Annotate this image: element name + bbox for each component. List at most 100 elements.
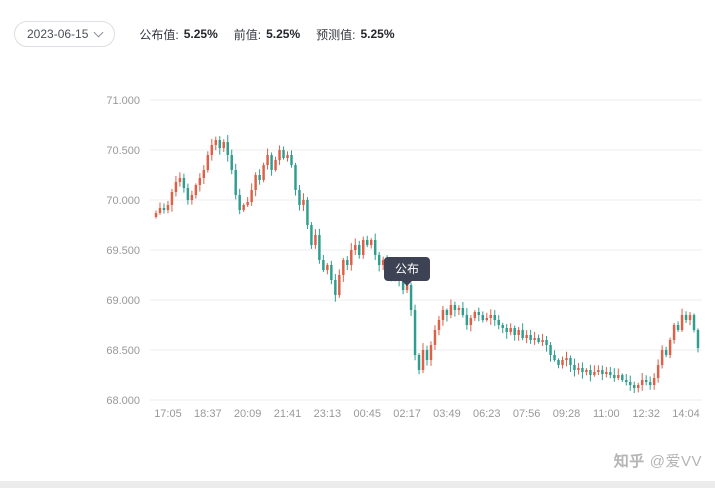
candle-body	[541, 340, 544, 342]
stats-row: 公布值: 5.25% 前值: 5.25% 预测值: 5.25%	[139, 26, 394, 43]
candle-body	[497, 320, 500, 325]
candle-body	[218, 140, 222, 148]
x-axis-label: 20:09	[234, 408, 262, 420]
candle-body	[629, 382, 632, 385]
candle-body	[501, 325, 504, 328]
stat-value: 5.25%	[360, 27, 395, 41]
x-axis-label: 21:41	[274, 408, 302, 420]
candle-body	[186, 188, 190, 200]
candle-body	[632, 385, 636, 388]
candle-body	[226, 142, 229, 155]
watermark: 知乎 @爱VV	[614, 450, 702, 471]
candle-body	[621, 375, 624, 380]
candle-body	[425, 350, 429, 360]
candle-body	[338, 275, 341, 295]
chevron-down-icon	[93, 27, 104, 38]
y-axis-label: 70.500	[106, 145, 140, 157]
candle-body	[597, 370, 600, 372]
candle-body	[517, 330, 520, 335]
candle-body	[242, 205, 245, 210]
candle-body	[644, 380, 648, 382]
candle-body	[581, 368, 584, 372]
x-axis-label: 18:37	[194, 408, 222, 420]
candle-body	[409, 285, 413, 310]
candle-body	[154, 213, 158, 217]
candle-body	[170, 192, 174, 205]
date-picker-value: 2023-06-15	[27, 27, 89, 41]
candle-body	[485, 318, 489, 320]
candle-body	[625, 380, 628, 382]
stat-label: 公布值:	[139, 27, 179, 42]
candle-body	[648, 382, 652, 385]
candle-body	[521, 330, 524, 338]
candle-body	[190, 195, 194, 200]
candle-body	[437, 320, 441, 330]
candle-body	[214, 140, 218, 145]
candle-body	[358, 245, 361, 255]
x-axis-label: 09:28	[553, 408, 581, 420]
candle-body	[202, 170, 206, 178]
candle-body	[509, 328, 512, 332]
candle-body	[449, 305, 453, 315]
candle-body	[254, 175, 257, 190]
y-axis-label: 68.500	[106, 345, 140, 357]
candle-body	[290, 155, 293, 165]
candle-body	[565, 358, 568, 360]
candle-body	[373, 240, 377, 255]
candle-body	[481, 315, 485, 320]
candle-body	[533, 338, 536, 340]
candle-body	[350, 250, 353, 265]
candle-body	[441, 310, 445, 320]
candle-body	[210, 145, 214, 155]
candle-body	[326, 265, 329, 270]
candle-body	[652, 378, 656, 385]
candle-body	[469, 318, 473, 325]
candle-body	[640, 380, 644, 385]
candle-body	[162, 208, 166, 210]
candle-body	[342, 260, 345, 275]
candle-body	[354, 245, 357, 250]
candle-body	[577, 368, 580, 370]
candle-body	[318, 235, 321, 260]
stat-forecast: 预测值: 5.25%	[316, 26, 394, 43]
candle-body	[605, 372, 608, 374]
watermark-author: @爱VV	[649, 453, 702, 470]
stat-value: 5.25%	[183, 27, 218, 41]
y-axis-label: 70.000	[106, 195, 140, 207]
announcement-tooltip-label: 公布	[395, 262, 420, 276]
candle-body	[377, 255, 381, 265]
candle-body	[505, 328, 508, 332]
candle-body	[613, 375, 616, 378]
candle-body	[166, 205, 170, 210]
scrollbar-track[interactable]	[0, 481, 715, 488]
candle-body	[453, 305, 457, 310]
y-axis-label: 68.000	[106, 395, 140, 407]
candle-body	[310, 225, 313, 245]
candle-body	[286, 155, 289, 158]
candle-body	[672, 325, 676, 340]
candle-body	[266, 155, 269, 165]
candle-body	[365, 240, 369, 245]
candle-body	[330, 265, 333, 280]
candle-body	[537, 338, 540, 342]
candle-body	[545, 340, 548, 345]
x-axis-label: 02:17	[393, 408, 421, 420]
candle-body	[688, 315, 692, 320]
candle-body	[557, 360, 560, 365]
x-axis-label: 11:00	[593, 408, 620, 420]
candle-body	[314, 235, 317, 245]
candle-body	[238, 195, 241, 210]
candle-body	[676, 325, 680, 330]
candle-body	[525, 335, 528, 338]
x-axis-label: 23:13	[314, 408, 342, 420]
candle-body	[250, 190, 253, 202]
candle-body	[589, 370, 592, 375]
date-picker-button[interactable]: 2023-06-15	[14, 21, 116, 47]
candle-body	[158, 208, 162, 213]
candle-body	[198, 178, 202, 185]
x-axis-label: 03:49	[433, 408, 461, 420]
candle-body	[433, 330, 437, 345]
candle-body	[549, 345, 552, 355]
candle-body	[194, 185, 198, 195]
